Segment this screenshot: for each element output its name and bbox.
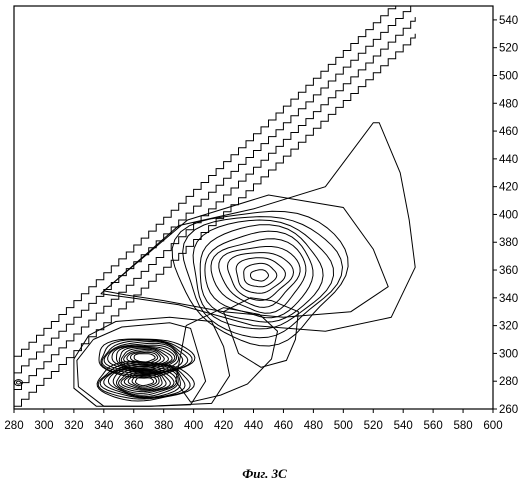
x-tick-label: 320 xyxy=(64,420,83,432)
outer-contour xyxy=(104,195,388,317)
x-tick-label: 600 xyxy=(483,420,502,432)
plot-content xyxy=(14,0,493,406)
x-tick-label: 400 xyxy=(184,420,203,432)
x-tick-label: 580 xyxy=(453,420,472,432)
y-tick-label: 300 xyxy=(499,348,518,360)
y-tick-label: 380 xyxy=(499,237,518,249)
scatter-band-line xyxy=(14,0,415,356)
y-tick-label: 320 xyxy=(499,321,518,333)
y-tick-label: 340 xyxy=(499,293,518,305)
x-tick-label: 540 xyxy=(394,420,413,432)
y-tick-label: 460 xyxy=(499,126,518,138)
contour-level xyxy=(251,270,269,281)
y-tick-label: 500 xyxy=(499,70,518,82)
y-tick-label: 400 xyxy=(499,209,518,221)
x-tick-label: 560 xyxy=(424,420,443,432)
scatter-band-line xyxy=(14,34,415,406)
x-tick-label: 280 xyxy=(4,420,23,432)
contour-level xyxy=(134,354,155,362)
scatter-band-line xyxy=(421,0,493,6)
x-tick-label: 300 xyxy=(34,420,53,432)
y-tick-label: 260 xyxy=(499,404,518,416)
x-tick-label: 480 xyxy=(304,420,323,432)
contour-level xyxy=(244,263,277,286)
x-tick-label: 340 xyxy=(94,420,113,432)
contour-level xyxy=(183,217,343,338)
x-tick-label: 420 xyxy=(214,420,233,432)
y-tick-label: 280 xyxy=(499,376,518,388)
y-tick-label: 360 xyxy=(499,265,518,277)
figure-caption: Фиг. 3С xyxy=(0,466,529,482)
y-tick-label: 540 xyxy=(499,15,518,27)
x-axis: 280 300 320 340 360 380 400 420 440 460 480 500 520 5… xyxy=(4,409,502,432)
plot-area xyxy=(14,0,493,409)
x-tick-label: 520 xyxy=(364,420,383,432)
x-tick-label: 440 xyxy=(244,420,263,432)
x-tick-label: 360 xyxy=(124,420,143,432)
contour-level xyxy=(211,239,306,313)
y-axis: 260 280 300 320 340 360 380 400 420 440 460 480 500 5… xyxy=(493,15,518,416)
y-tick-label: 440 xyxy=(499,154,518,166)
y-tick-label: 420 xyxy=(499,182,518,194)
x-tick-label: 500 xyxy=(334,420,353,432)
x-tick-label: 380 xyxy=(154,420,173,432)
y-tick-label: 520 xyxy=(499,43,518,55)
edge-mark xyxy=(16,381,20,384)
y-tick-label: 480 xyxy=(499,98,518,110)
x-tick-label: 460 xyxy=(274,420,293,432)
scatter-band-line xyxy=(14,17,415,389)
